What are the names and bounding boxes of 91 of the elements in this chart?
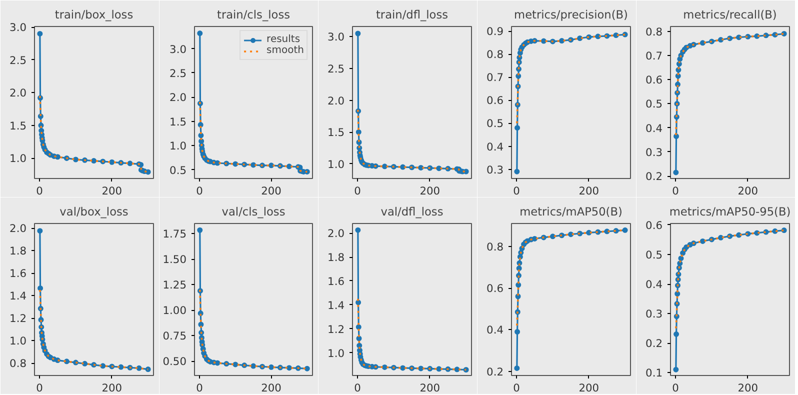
y-tick-label: 1.5: [170, 115, 187, 128]
y-tick-label: 0.5: [646, 98, 663, 111]
y-tick-label: 0.3: [486, 163, 504, 176]
y-tick-label: 3.0: [328, 30, 345, 44]
x-tick-label: 0: [36, 382, 44, 394]
x-tick-label: 0: [354, 382, 362, 394]
y-tick-label: 1.5: [10, 119, 27, 132]
y-tick-label: 0.7: [486, 71, 504, 84]
x-tick-label: 200: [578, 382, 600, 394]
y-tick-label: 0.7: [646, 49, 663, 62]
x-tick-label: 200: [738, 184, 758, 198]
y-tick-label: 1.0: [10, 334, 27, 348]
y-tick-label: 0.3: [646, 146, 663, 159]
chart-title: train/box_loss: [54, 8, 134, 22]
y-tick-label: 0.6: [646, 218, 663, 232]
y-tick-label: 1.00: [162, 304, 187, 318]
x-tick-label: 0: [672, 382, 680, 394]
y-tick-label: 1.4: [328, 298, 345, 312]
chart-title: metrics/mAP50-95(B): [669, 204, 791, 218]
y-tick-label: 0.4: [646, 122, 663, 135]
y-tick-label: 2.0: [328, 94, 345, 108]
x-tick-label: 0: [196, 184, 204, 198]
y-tick-label: 0.2: [486, 365, 504, 378]
y-tick-label: 0.6: [646, 74, 663, 87]
y-tick-label: 1.8: [328, 251, 345, 264]
y-tick-label: 2.0: [170, 91, 187, 104]
y-tick-label: 0.9: [486, 25, 504, 38]
legend-label: results: [266, 34, 300, 45]
y-tick-label: 0.50: [162, 355, 187, 368]
x-tick-label: 200: [578, 184, 600, 198]
chart-title: metrics/recall(B): [683, 8, 777, 22]
y-tick-label: 1.75: [162, 228, 187, 241]
y-tick-label: 1.5: [328, 126, 345, 140]
y-tick-label: 0.2: [646, 170, 663, 184]
x-tick-label: 200: [420, 382, 440, 394]
y-tick-label: 1.2: [10, 312, 27, 326]
x-tick-label: 200: [738, 382, 758, 394]
y-tick-label: 3.0: [170, 42, 187, 56]
y-tick-label: 1.6: [10, 267, 27, 280]
x-tick-label: 0: [513, 382, 520, 394]
y-tick-label: 0.1: [646, 366, 663, 380]
y-tick-label: 1.25: [162, 278, 187, 292]
y-tick-label: 1.6: [328, 274, 345, 288]
chart-title: val/cls_loss: [222, 204, 286, 218]
y-tick-label: 0.3: [646, 308, 663, 321]
x-tick-label: 200: [420, 184, 440, 198]
y-tick-label: 1.0: [328, 158, 345, 171]
y-tick-label: 2.5: [328, 62, 345, 76]
x-tick-label: 200: [261, 382, 282, 394]
y-tick-label: 0.2: [646, 337, 663, 350]
y-tick-label: 2.0: [10, 222, 27, 236]
y-tick-label: 0.8: [486, 240, 504, 254]
y-tick-label: 0.4: [486, 140, 504, 154]
y-tick-label: 0.8: [646, 25, 663, 38]
y-tick-label: 1.2: [328, 322, 345, 336]
y-tick-label: 0.5: [170, 164, 187, 177]
y-tick-label: 0.5: [646, 248, 663, 262]
y-tick-label: 2.0: [328, 227, 345, 240]
x-tick-label: 0: [513, 184, 520, 198]
y-tick-label: 0.6: [486, 282, 504, 296]
y-tick-label: 1.0: [328, 346, 345, 360]
x-tick-label: 200: [102, 382, 122, 394]
y-tick-label: 2.0: [10, 86, 27, 100]
y-tick-label: 1.8: [10, 244, 27, 258]
chart-title: metrics/precision(B): [514, 8, 628, 22]
x-tick-label: 200: [261, 184, 282, 198]
y-tick-label: 1.0: [170, 140, 187, 153]
legend-label: smooth: [266, 45, 304, 56]
y-tick-label: 0.6: [486, 94, 504, 108]
y-tick-label: 0.4: [646, 278, 663, 292]
y-tick-label: 0.75: [162, 330, 187, 343]
y-tick-label: 2.5: [10, 54, 27, 67]
y-tick-label: 1.0: [10, 152, 27, 166]
y-tick-label: 0.4: [486, 324, 504, 337]
chart-title: metrics/mAP50(B): [520, 204, 622, 218]
chart-title: val/dfl_loss: [380, 204, 444, 218]
y-tick-label: 0.8: [486, 48, 504, 62]
y-tick-label: 3.0: [10, 21, 27, 34]
chart-title: train/cls_loss: [216, 8, 290, 22]
x-tick-label: 0: [196, 382, 204, 394]
y-tick-label: 1.4: [10, 290, 27, 303]
y-tick-label: 2.5: [170, 66, 187, 80]
x-tick-label: 200: [102, 184, 122, 198]
x-tick-label: 0: [672, 184, 680, 198]
chart-title: val/box_loss: [60, 204, 128, 218]
y-tick-label: 1.50: [162, 253, 187, 266]
y-tick-label: 0.8: [10, 357, 27, 370]
y-tick-label: 0.5: [486, 117, 504, 130]
x-tick-label: 0: [354, 184, 362, 198]
x-tick-label: 0: [36, 184, 44, 198]
chart-title: train/dfl_loss: [376, 8, 448, 22]
